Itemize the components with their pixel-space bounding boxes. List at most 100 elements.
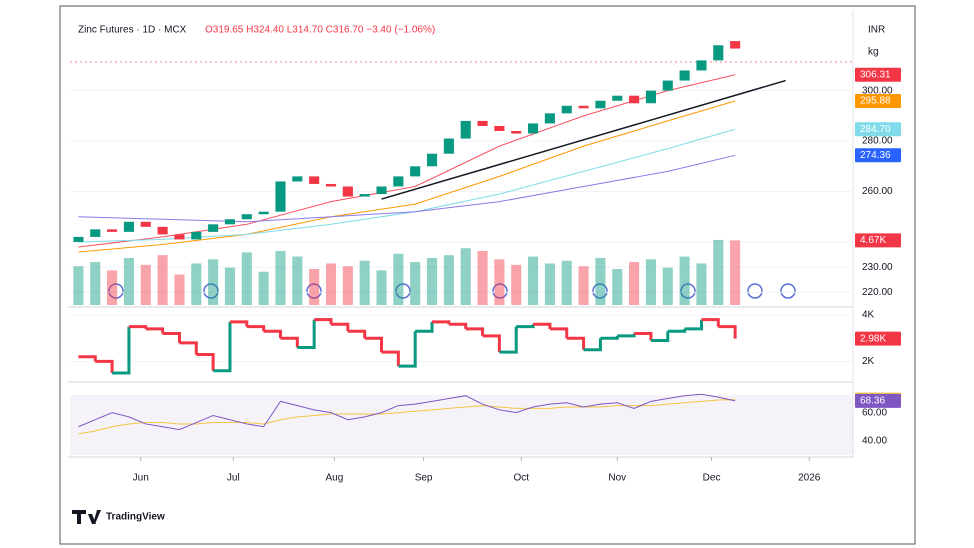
volume-bar <box>90 262 101 305</box>
candle-body <box>241 214 252 220</box>
indicator-step <box>229 320 249 327</box>
badge-label: 274.36 <box>860 150 891 161</box>
volume-bar <box>528 256 539 305</box>
candle-body <box>376 186 387 195</box>
volume-bar <box>191 263 202 305</box>
y-tick-label: 260.00 <box>862 186 893 197</box>
candle-body <box>123 221 134 232</box>
volume-bar <box>730 240 741 305</box>
volume-bar <box>292 256 303 305</box>
candle-body <box>73 236 84 242</box>
candle-body <box>140 221 151 227</box>
indicator-step <box>280 336 299 348</box>
volume-bar <box>107 270 118 305</box>
volume-bar <box>393 253 404 305</box>
candle-body <box>494 125 505 131</box>
price-badge <box>855 233 901 248</box>
volume-bar <box>645 259 656 305</box>
candle-body <box>561 105 572 114</box>
volume-bar <box>140 264 151 305</box>
candle-body <box>595 100 606 109</box>
indicator-step <box>95 359 114 374</box>
event-icon <box>395 283 411 299</box>
logo: TradingView <box>72 510 165 524</box>
volume-bar <box>426 257 438 305</box>
volume-bar <box>275 251 286 305</box>
indicator-step <box>297 319 316 349</box>
indicator-step <box>78 355 97 362</box>
event-icon <box>203 283 219 299</box>
x-tick-label: Sep <box>415 473 433 484</box>
indicator-step <box>634 332 653 341</box>
volume-bar <box>629 262 640 305</box>
volume-bar <box>477 251 488 305</box>
indicator-step <box>145 327 165 334</box>
indicator-step <box>364 336 384 353</box>
candle-body <box>107 229 118 232</box>
candle-body <box>645 90 656 104</box>
volume-bar <box>511 264 522 305</box>
candle-body <box>612 95 623 101</box>
candle-body <box>174 234 185 240</box>
badge-label: 284.70 <box>860 124 891 135</box>
logo-icon <box>72 510 101 524</box>
indicator-step <box>415 321 434 333</box>
candle-body <box>528 123 539 134</box>
candle-body <box>713 45 724 61</box>
volume-bar <box>224 267 236 305</box>
rsi-band <box>70 395 853 455</box>
y-tick-label: 4K <box>862 310 875 321</box>
volume-bar <box>460 248 471 305</box>
event-icon <box>492 283 508 299</box>
event-icon <box>780 283 796 299</box>
candle-body <box>662 80 673 91</box>
candle-body <box>191 231 202 240</box>
volume-bar <box>359 260 370 305</box>
indicator-step <box>263 329 282 339</box>
indicator-step <box>179 341 198 355</box>
volume-bar <box>595 257 606 305</box>
price-badge <box>855 148 901 163</box>
moving-average <box>78 100 736 253</box>
candle-body <box>208 224 219 232</box>
volume-bar <box>73 266 84 305</box>
badge-label: 68.36 <box>860 395 885 406</box>
price-badge <box>855 331 901 346</box>
candle-body <box>359 194 370 197</box>
candle-body <box>544 113 555 124</box>
candle-body <box>730 41 741 49</box>
candle-body <box>477 120 488 126</box>
indicator-step <box>331 322 350 332</box>
indicator-step <box>465 327 485 336</box>
indicator-step <box>499 326 518 354</box>
x-tick-label: Dec <box>703 473 721 484</box>
badge-label: 295.88 <box>860 96 891 107</box>
indicator-step <box>196 352 215 371</box>
indicator-step <box>718 325 737 339</box>
indicator-step <box>213 321 232 373</box>
candle-body <box>629 95 640 104</box>
volume-bar <box>578 266 589 305</box>
event-icon <box>592 283 608 299</box>
candle-body <box>679 70 690 81</box>
y-tick-label: 40.00 <box>862 436 887 447</box>
indicator-step <box>549 327 569 339</box>
rsi-line <box>78 393 736 431</box>
candle-body <box>90 229 101 237</box>
candle-body <box>224 219 236 225</box>
candle-body <box>578 105 589 109</box>
candle-body <box>393 176 404 187</box>
x-tick-label: 2026 <box>798 473 821 484</box>
unit: kg <box>868 47 879 58</box>
volume-bar <box>309 269 320 305</box>
volume-bar <box>696 263 707 305</box>
brand: TradingView <box>106 512 165 523</box>
indicator-step <box>600 335 619 340</box>
indicator-step <box>381 350 400 367</box>
volume-bar <box>342 266 353 305</box>
volume-bar <box>561 260 572 305</box>
trendline <box>381 79 786 200</box>
indicator-step <box>701 318 720 327</box>
event-icon <box>108 283 124 299</box>
